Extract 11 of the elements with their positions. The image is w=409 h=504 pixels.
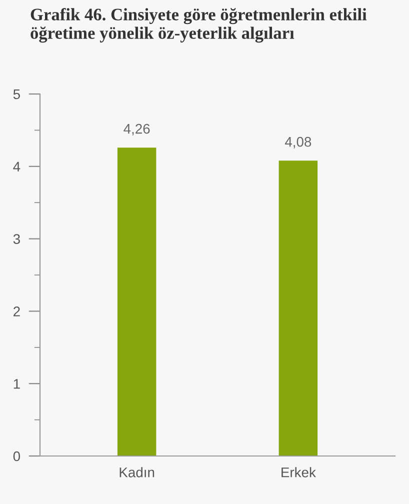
y-tick-label: 4 [13, 162, 20, 172]
x-tick-label: Erkek [282, 467, 316, 478]
y-tick-label: 1 [14, 379, 20, 389]
data-label: 4,26 [124, 124, 150, 136]
y-tick-label: 0 [13, 451, 20, 462]
data-label: 4,08 [284, 136, 312, 148]
y-tick-label: 3 [13, 234, 20, 244]
x-tick-label: Kadın [120, 467, 154, 478]
chart-title: Grafik 46. Cinsiyete göre öğretmenlerin etkili öğretime yönelik öz-yeterlik algıları [30, 8, 367, 43]
y-tick-label: 2 [14, 306, 20, 316]
y-tick-label: 5 [13, 89, 20, 100]
